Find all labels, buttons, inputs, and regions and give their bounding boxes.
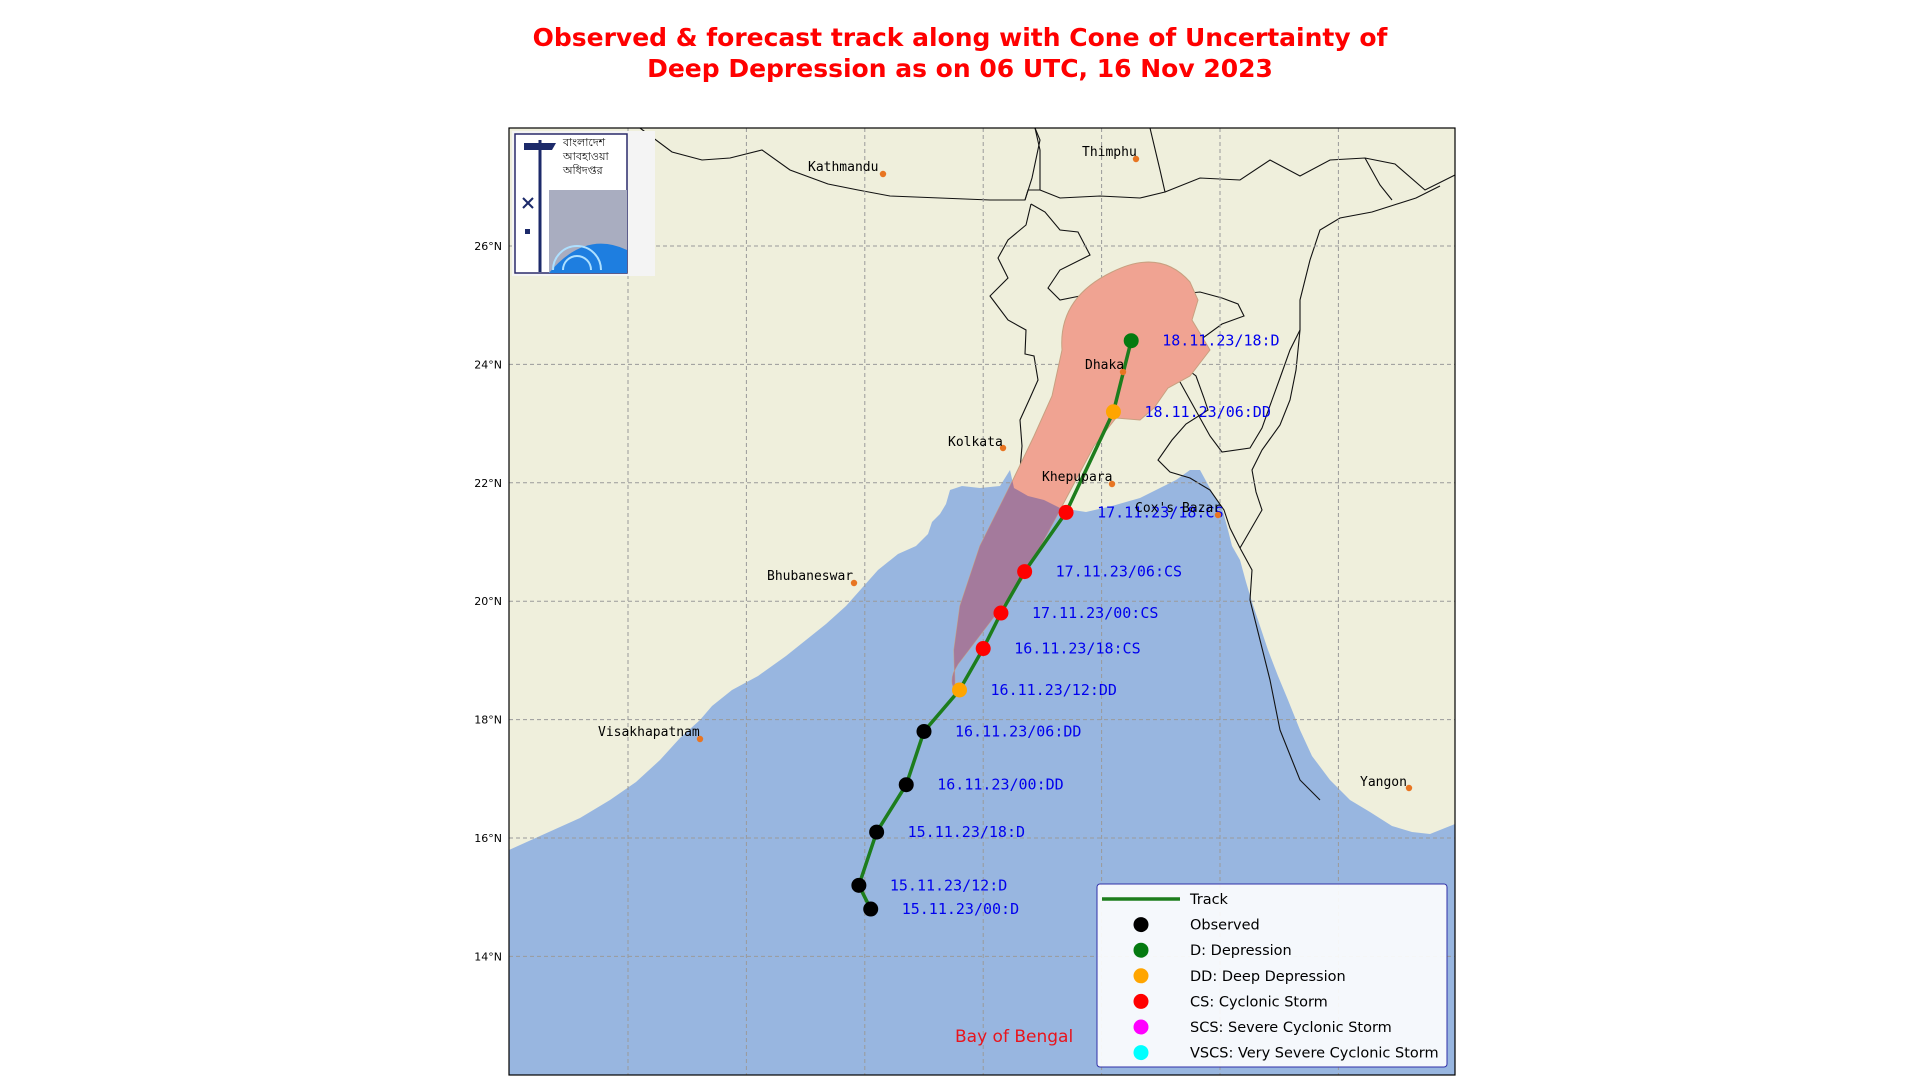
track-point xyxy=(1017,564,1033,580)
lat-tick-label: 14°N xyxy=(474,950,502,963)
track-point xyxy=(863,901,879,917)
track-point-labels: 15.11.23/00:D 15.11.23/12:D 15.11.23/18:D 1… xyxy=(890,332,1280,918)
track-point-label: 16.11.23/06:DD xyxy=(955,722,1081,740)
track-point xyxy=(1123,333,1139,349)
legend-dot-swatch xyxy=(1133,968,1149,984)
myanmar-interior-border xyxy=(1239,547,1321,801)
legend-items: Track Observed D: Depression DD: Deep Depre… xyxy=(1102,892,1439,1062)
city-label: Khepupara xyxy=(1042,470,1112,485)
logo-ring-2 xyxy=(562,255,592,271)
legend-label: Track xyxy=(1189,892,1229,908)
legend-dot-swatch xyxy=(1133,917,1149,933)
track-point-label: 15.11.23/18:D xyxy=(908,823,1025,841)
legend-box xyxy=(1096,883,1448,1068)
city-label: Kathmandu xyxy=(808,160,878,175)
latitude-tick-labels: 26°N 24°N 22°N 20°N 18°N 16°N 14°N xyxy=(474,240,502,963)
city-label: Visakhapatnam xyxy=(598,725,700,740)
legend: Track Observed D: Depression DD: Deep Depre… xyxy=(1096,883,1448,1068)
lat-tick-label: 18°N xyxy=(474,714,502,727)
track-point-label: 18.11.23/18:D xyxy=(1162,332,1279,350)
lat-tick-label: 20°N xyxy=(474,595,502,608)
lat-tick-label: 24°N xyxy=(474,358,502,371)
logo-mark-3 xyxy=(525,229,530,234)
lat-tick-label: 16°N xyxy=(474,832,502,845)
logo-ring-1 xyxy=(552,245,602,271)
bmd-logo: বাংলাদেশ আবহাওয়া অধিদপ্তর xyxy=(512,131,655,276)
city-label: Dhaka xyxy=(1085,358,1124,373)
track-point xyxy=(993,605,1009,621)
logo-text-line-3: অধিদপ্তর xyxy=(562,164,604,177)
city-label: Cox's Bazar xyxy=(1135,501,1221,516)
storm-track-line xyxy=(856,340,1133,910)
track-point-label: 16.11.23/00:DD xyxy=(937,776,1063,794)
city-marker xyxy=(879,170,887,178)
map-frame xyxy=(508,127,1456,1076)
nepal-border xyxy=(639,128,1041,201)
northeast-india-inner xyxy=(1299,185,1441,330)
track-points xyxy=(851,333,1139,917)
track-point xyxy=(952,682,968,698)
legend-label: Observed xyxy=(1190,918,1260,934)
track-point xyxy=(1105,404,1121,420)
sea-label: Bay of Bengal xyxy=(955,1027,1073,1047)
bhutan-border xyxy=(1039,128,1166,199)
bangladesh-east-border xyxy=(1157,361,1241,549)
logo-vane xyxy=(524,143,556,150)
track-point xyxy=(975,641,991,657)
city-label: Yangon xyxy=(1360,775,1407,790)
track-point-label: 17.11.23/18:CS xyxy=(1097,503,1223,521)
logo-mark-2 xyxy=(522,197,534,209)
city-label: Thimphu xyxy=(1082,145,1137,160)
city-label: Kolkata xyxy=(948,435,1003,450)
map-title: Observed & forecast track along with Con… xyxy=(0,22,1920,84)
lat-tick-label: 26°N xyxy=(474,240,502,253)
track-point-label: 15.11.23/12:D xyxy=(890,876,1007,894)
track-point-label: 18.11.23/06:DD xyxy=(1144,403,1270,421)
lat-tick-label: 22°N xyxy=(474,477,502,490)
city-marker xyxy=(999,444,1007,452)
legend-label: SCS: Severe Cyclonic Storm xyxy=(1190,1020,1392,1036)
track-point-label: 15.11.23/00:D xyxy=(902,900,1019,918)
legend-dot-swatch xyxy=(1133,942,1149,958)
legend-label: VSCS: Very Severe Cyclonic Storm xyxy=(1190,1046,1439,1062)
legend-label: CS: Cyclonic Storm xyxy=(1190,994,1328,1010)
city-marker xyxy=(850,579,858,587)
map-title-line-2: Deep Depression as on 06 UTC, 16 Nov 202… xyxy=(647,54,1273,83)
map-title-line-1: Observed & forecast track along with Con… xyxy=(532,23,1388,52)
city-marker xyxy=(1132,155,1140,163)
city-marker xyxy=(1214,511,1222,519)
track-point xyxy=(916,723,932,739)
logo-sea-wave xyxy=(549,243,627,273)
track-point xyxy=(851,877,867,893)
bangladesh-north-border xyxy=(1030,203,1301,453)
city-marker xyxy=(1119,368,1127,376)
legend-label: D: Depression xyxy=(1190,943,1292,959)
legend-dot-swatch xyxy=(1133,1019,1149,1035)
city-markers: Kathmandu Thimphu Dhaka Kolkata Khepupara Cox… xyxy=(598,145,1413,792)
city-label: Bhubaneswar xyxy=(767,569,853,584)
logo-text-line-2: আবহাওয়া xyxy=(562,150,609,163)
track-point-label: 16.11.23/12:DD xyxy=(991,681,1117,699)
andaman-coast-detail xyxy=(1364,157,1393,201)
myanmar-india-border xyxy=(1239,329,1301,549)
legend-dot-swatch xyxy=(1133,993,1149,1009)
track-point-label: 17.11.23/06:CS xyxy=(1056,563,1182,581)
city-marker xyxy=(1405,784,1413,792)
track-point xyxy=(1058,504,1074,520)
legend-dot-swatch xyxy=(1133,1045,1149,1061)
track-point-label: 17.11.23/00:CS xyxy=(1032,604,1158,622)
bangladesh-west-border xyxy=(989,203,1039,489)
track-point xyxy=(869,824,885,840)
track-point-label: 16.11.23/18:CS xyxy=(1014,640,1140,658)
logo-text-line-1: বাংলাদেশ xyxy=(562,136,606,149)
track-point xyxy=(898,777,914,793)
legend-label: DD: Deep Depression xyxy=(1190,969,1346,985)
city-marker xyxy=(696,735,704,743)
city-marker xyxy=(1108,480,1116,488)
